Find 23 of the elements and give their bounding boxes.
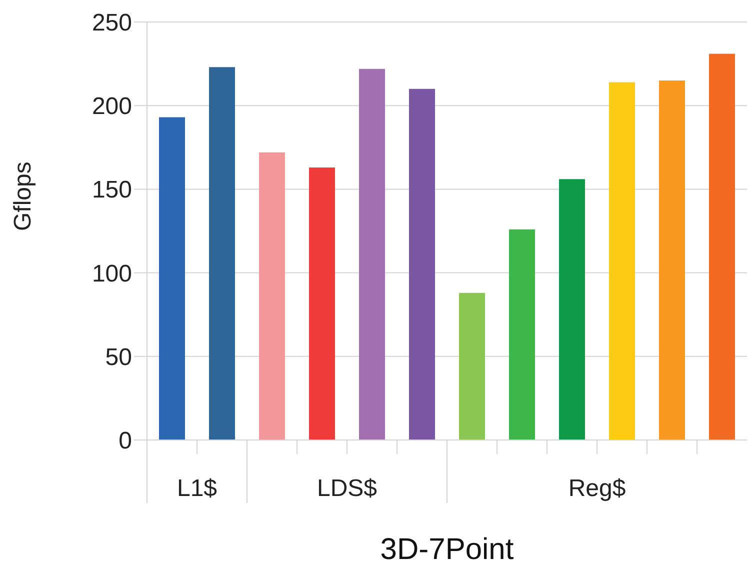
text: L1$ [176, 475, 218, 502]
bar [459, 292, 485, 440]
bar [659, 80, 685, 440]
bar [159, 117, 185, 440]
text: LDS$ [316, 475, 378, 502]
bar [509, 229, 535, 440]
y-tick-label: 100 [92, 260, 132, 288]
y-tick-label: 150 [92, 176, 132, 204]
y-tick-label: 50 [105, 344, 132, 371]
bar [709, 54, 735, 440]
bar [309, 167, 335, 440]
text: Reg$ [568, 475, 626, 502]
y-tick-label: 0 [118, 428, 132, 455]
y-tick-label: 200 [92, 93, 132, 120]
bar [609, 82, 635, 440]
bar [409, 88, 435, 440]
y-axis-title: Gflops [10, 162, 37, 231]
bar [359, 68, 385, 440]
bar [559, 179, 585, 440]
bar [259, 152, 285, 440]
bar [209, 67, 235, 440]
y-tick-label: 250 [92, 10, 132, 37]
x-axis-title: 3D-7Point [380, 533, 514, 566]
